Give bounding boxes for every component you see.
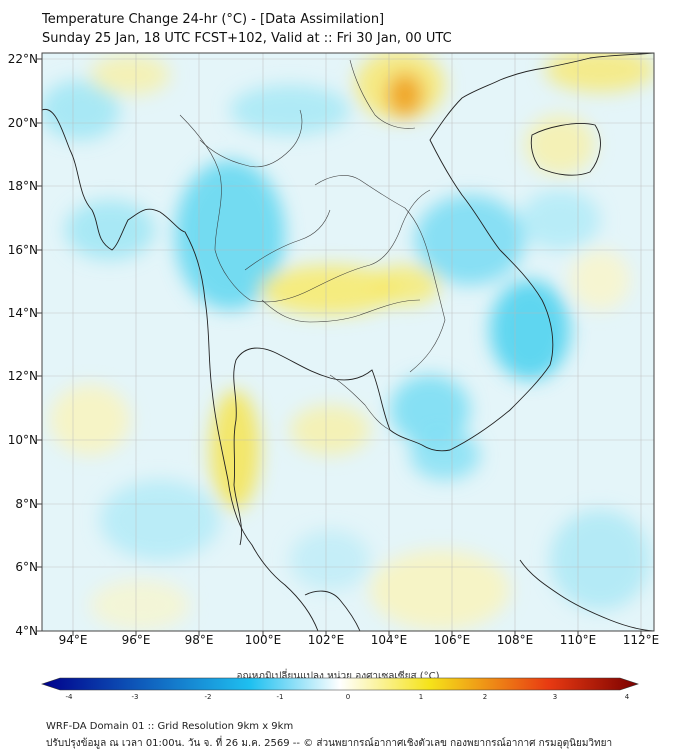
axis-ticks xyxy=(37,58,642,636)
colorbar-title: อุณหภูมิเปลี่ยนแปลง หน่วย องศาเซลเซียส (… xyxy=(236,671,440,682)
cold-area xyxy=(550,510,650,610)
colorbar xyxy=(41,677,639,691)
borneo-coastline xyxy=(304,590,361,631)
colorbar-tick: 3 xyxy=(552,693,558,701)
cold-area xyxy=(390,375,470,445)
lat-label: 10°N xyxy=(7,433,38,447)
temperature-field xyxy=(42,53,654,631)
gridlines xyxy=(42,53,654,631)
lon-label: 102°E xyxy=(307,633,345,647)
lat-label: 12°N xyxy=(7,369,38,383)
plot-frame xyxy=(41,52,655,632)
coastlines xyxy=(42,53,654,631)
warm-area xyxy=(210,390,260,510)
cold-area xyxy=(415,195,525,285)
border-line xyxy=(329,374,391,431)
cold-area xyxy=(290,530,370,590)
border-line xyxy=(199,109,303,168)
lat-label: 20°N xyxy=(7,116,38,130)
lat-label: 16°N xyxy=(7,243,38,257)
lat-label: 14°N xyxy=(7,306,38,320)
colorbar-tick: -1 xyxy=(276,693,284,701)
lon-label: 96°E xyxy=(121,633,151,647)
lat-label: 22°N xyxy=(7,52,38,66)
south-coastline xyxy=(519,559,654,631)
border-line xyxy=(349,59,416,129)
map-title: Temperature Change 24-hr (°C) - [Data As… xyxy=(42,12,385,27)
warm-area xyxy=(387,73,423,117)
cold-area xyxy=(490,280,570,380)
lat-label: 6°N xyxy=(15,560,38,574)
colorbar-tick: 2 xyxy=(482,693,488,701)
warm-area xyxy=(90,580,190,630)
warm-area xyxy=(90,55,170,95)
lon-label: 100°E xyxy=(244,633,282,647)
colorbar-tick: -2 xyxy=(204,693,212,701)
west-coastline xyxy=(42,109,319,631)
cold-area xyxy=(520,190,600,250)
warm-area xyxy=(525,115,595,175)
lon-label: 110°E xyxy=(559,633,597,647)
lon-label: 98°E xyxy=(184,633,214,647)
border-line xyxy=(179,114,431,303)
border-line xyxy=(314,175,446,373)
colorbar-tick: -3 xyxy=(131,693,139,701)
colorbar-tick: -4 xyxy=(65,693,73,701)
cold-area xyxy=(65,200,155,260)
warm-area xyxy=(260,265,400,315)
lon-label: 112°E xyxy=(622,633,660,647)
borders xyxy=(179,59,446,431)
cold-area xyxy=(410,430,480,480)
lon-label: 104°E xyxy=(370,633,408,647)
lat-label: 8°N xyxy=(15,497,38,511)
lat-label: 4°N xyxy=(15,624,38,638)
border-line xyxy=(244,209,331,271)
warm-area xyxy=(570,250,630,310)
warm-area xyxy=(50,385,130,455)
footer-update-info: ปรับปรุงข้อมูล ณ เวลา 01:00น. วัน จ. ที่… xyxy=(46,738,613,749)
lon-label: 108°E xyxy=(496,633,534,647)
hainan-island xyxy=(530,122,601,176)
lat-label: 18°N xyxy=(7,179,38,193)
lon-label: 94°E xyxy=(58,633,88,647)
border-line xyxy=(261,299,421,323)
cold-area xyxy=(100,480,220,560)
warm-area xyxy=(370,550,510,630)
cold-area xyxy=(42,80,120,140)
lon-label: 106°E xyxy=(433,633,471,647)
cold-area xyxy=(175,160,285,310)
east-coastline xyxy=(233,53,654,546)
colorbar-tick: 1 xyxy=(418,693,424,701)
warm-area xyxy=(290,405,370,455)
warm-area xyxy=(370,265,440,305)
warm-area xyxy=(545,53,654,92)
cold-area xyxy=(230,85,350,135)
colorbar-tick: 4 xyxy=(624,693,630,701)
colorbar-gradient xyxy=(41,677,639,691)
map-subtitle: Sunday 25 Jan, 18 UTC FCST+102, Valid at… xyxy=(42,31,452,46)
footer-model-info: WRF-DA Domain 01 :: Grid Resolution 9km … xyxy=(46,721,294,732)
colorbar-tick: 0 xyxy=(345,693,351,701)
